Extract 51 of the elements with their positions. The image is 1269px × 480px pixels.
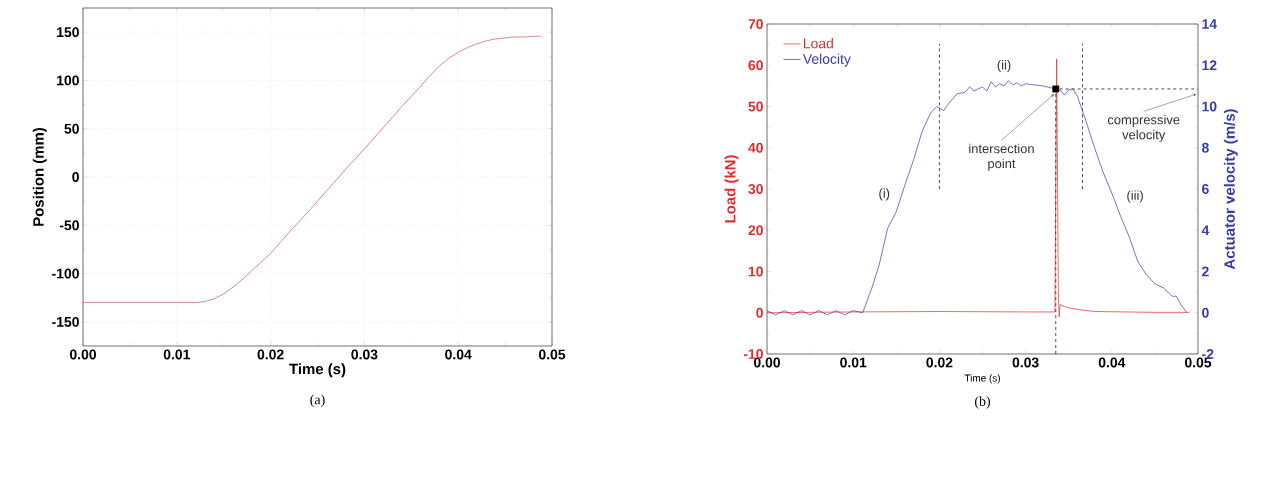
y-tick-label: 60	[748, 60, 763, 71]
y2-tick-label: 14	[1202, 19, 1217, 29]
y2-tick-label: 10	[1202, 101, 1217, 112]
y2-tick-label: 2	[1202, 266, 1209, 277]
x-tick-label: 0.00	[69, 349, 96, 360]
x-tick-label: 0.03	[351, 349, 378, 360]
y-tick-label: 20	[748, 225, 763, 236]
y-tick-label: 50	[64, 123, 79, 134]
annotation: compressive velocity	[1107, 114, 1180, 142]
y2-tick-label: 8	[1201, 142, 1209, 153]
y-tick-label: 50	[748, 101, 763, 112]
annotation: (ii)	[997, 60, 1011, 73]
x-tick-label: 0.01	[163, 349, 190, 360]
y-tick-label: 30	[748, 184, 763, 194]
y-tick-label: 0	[756, 307, 763, 318]
x-tick-label: 0.05	[1184, 357, 1212, 368]
annotation: (i)	[879, 188, 890, 201]
y2-tick-label: -2	[1202, 349, 1214, 359]
annotation: intersection point	[969, 143, 1034, 171]
y-tick-label: 40	[748, 142, 763, 153]
y2-tick-label: 12	[1202, 60, 1217, 71]
y2-tick-label: 0	[1202, 307, 1209, 318]
y2-axis-title: Actuator velocity (m/s)	[1223, 109, 1238, 270]
x-axis-title: Time (s)	[964, 374, 1000, 384]
y-tick-label: 150	[57, 27, 79, 38]
x-tick-label: 0.01	[840, 357, 867, 368]
y-tick-label: 0	[72, 172, 79, 182]
x-tick-label: 0.03	[1012, 357, 1039, 368]
y-tick-label: 100	[57, 75, 79, 86]
x-tick-label: 0.04	[445, 349, 472, 360]
legend-label: Load	[803, 38, 833, 49]
y-tick-label: -150	[52, 316, 79, 327]
legend-label: Velocity	[802, 53, 851, 67]
y-tick-label: -10	[743, 349, 763, 359]
y-tick-label: -100	[52, 268, 79, 279]
y-tick-label: 70	[748, 19, 763, 29]
x-tick-label: 0.02	[257, 349, 284, 360]
y-tick-label: 10	[748, 266, 763, 277]
y-tick-label: -50	[59, 220, 79, 231]
y-axis-title: Load (kN)	[724, 155, 739, 223]
annotation: (iii)	[1127, 190, 1143, 203]
x-tick-label: 0.05	[538, 349, 566, 360]
x-tick-label: 0.00	[753, 357, 781, 368]
x-tick-label: 0.02	[926, 357, 953, 368]
x-tick-label: 0.04	[1098, 357, 1126, 368]
y2-tick-label: 6	[1202, 184, 1209, 194]
x-axis-title: Time (s)	[289, 363, 346, 378]
text: (a)	[310, 394, 325, 408]
y-axis-title: Position (mm)	[32, 127, 47, 226]
text: (b)	[974, 396, 991, 409]
y2-tick-label: 4	[1201, 225, 1210, 236]
